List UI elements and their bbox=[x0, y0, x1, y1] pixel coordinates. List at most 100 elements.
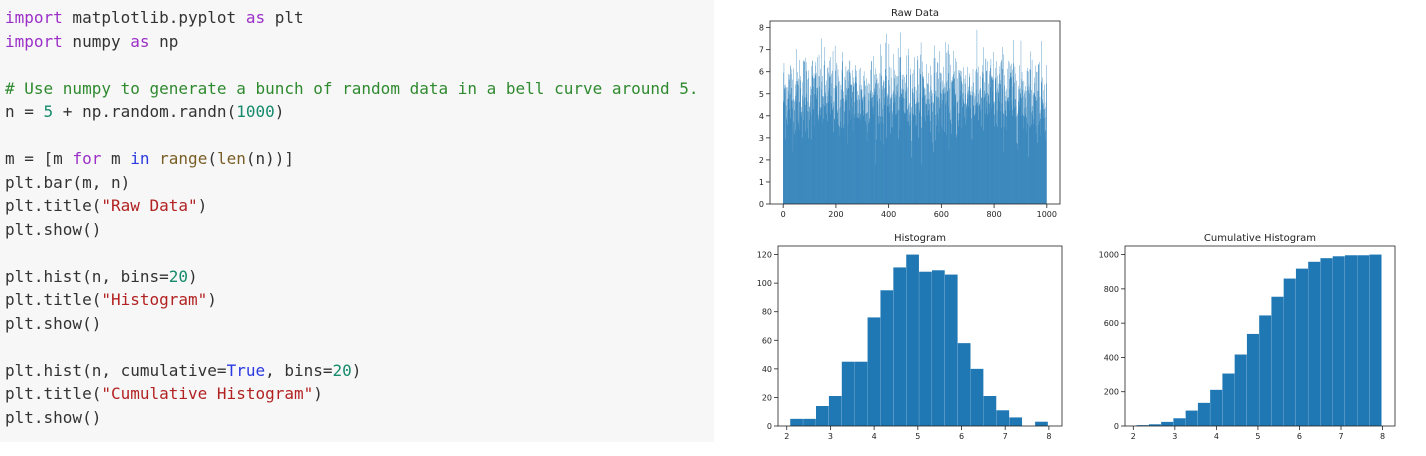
x-tick-label: 400 bbox=[881, 210, 896, 219]
y-tick-label: 40 bbox=[762, 365, 772, 374]
code-line: m = [m for m in range(len(n))] bbox=[5, 147, 294, 171]
histogram-bar bbox=[841, 361, 855, 426]
code-line: n = 5 + np.random.randn(1000) bbox=[5, 100, 284, 124]
code-line: plt.title("Raw Data") bbox=[5, 194, 207, 218]
y-tick-label: 1 bbox=[759, 178, 764, 187]
histogram-bar bbox=[970, 368, 984, 426]
histogram-bar bbox=[790, 418, 803, 426]
code-line: plt.show() bbox=[5, 406, 101, 430]
histogram-bar bbox=[893, 267, 907, 426]
histogram-bar bbox=[906, 254, 919, 426]
y-tick-label: 60 bbox=[762, 336, 772, 345]
code-line: # Use numpy to generate a bunch of rando… bbox=[5, 77, 699, 101]
code-token: 20 bbox=[332, 360, 352, 380]
histogram-bar bbox=[1344, 255, 1357, 426]
code-token: plt.hist(n, bins= bbox=[5, 266, 169, 286]
code-line: plt.hist(n, bins=20) bbox=[5, 265, 198, 289]
histogram-bar bbox=[1283, 278, 1296, 426]
code-token: ) bbox=[313, 384, 323, 403]
y-tick-label: 2 bbox=[759, 156, 764, 165]
code-token: ) bbox=[188, 266, 198, 286]
code-token: numpy bbox=[62, 31, 131, 51]
code-cell[interactable]: import matplotlib.pyplot as plt import nu… bbox=[0, 0, 714, 442]
code-token: for bbox=[72, 149, 102, 168]
histogram-bar bbox=[1259, 315, 1272, 426]
code-token: (n))] bbox=[245, 149, 295, 168]
code-token: "Histogram" bbox=[101, 290, 208, 309]
x-tick-label: 8 bbox=[1380, 432, 1385, 441]
y-tick-label: 1000 bbox=[1099, 251, 1119, 260]
y-tick-label: 4 bbox=[759, 112, 764, 121]
code-line: plt.show() bbox=[5, 312, 101, 336]
code-token: range bbox=[159, 149, 208, 168]
code-line: plt.show() bbox=[5, 218, 101, 242]
x-tick-label: 7 bbox=[1338, 432, 1343, 441]
code-token: in bbox=[130, 149, 150, 168]
y-tick-label: 20 bbox=[762, 393, 772, 402]
x-tick-label: 6 bbox=[959, 432, 964, 441]
code-token: ) bbox=[274, 102, 285, 121]
code-token: 5 bbox=[43, 102, 54, 121]
code-token: plt.hist(n, cumulative= bbox=[5, 360, 227, 380]
y-tick-label: 7 bbox=[759, 46, 764, 55]
histogram-bar bbox=[1173, 418, 1186, 426]
code-line: import numpy as np bbox=[5, 30, 178, 54]
histogram-bar bbox=[944, 274, 958, 426]
histogram-bar bbox=[1357, 255, 1370, 426]
code-token: plt.title( bbox=[5, 290, 102, 309]
y-tick-label: 100 bbox=[757, 279, 772, 288]
histogram-bar bbox=[983, 396, 997, 426]
histogram-bar bbox=[1332, 256, 1345, 426]
y-tick-label: 3 bbox=[759, 134, 764, 143]
histogram-bar bbox=[1136, 425, 1149, 426]
y-tick-label: 0 bbox=[1114, 422, 1119, 431]
plot-frame bbox=[769, 20, 1061, 205]
code-line: import matplotlib.pyplot as plt bbox=[5, 6, 304, 30]
code-token: , bins= bbox=[265, 360, 333, 380]
y-tick-label: 0 bbox=[759, 200, 764, 209]
histogram-bar bbox=[803, 418, 816, 426]
x-tick-label: 200 bbox=[828, 210, 843, 219]
code-token: # Use numpy to generate a bunch of rando… bbox=[5, 78, 699, 98]
x-tick-label: 3 bbox=[1172, 432, 1177, 441]
x-tick-label: 600 bbox=[934, 210, 949, 219]
y-tick-label: 80 bbox=[762, 308, 772, 317]
chart-title: Histogram bbox=[894, 233, 946, 244]
code-token: "Cumulative Histogram" bbox=[101, 384, 314, 403]
code-token: as bbox=[245, 8, 266, 27]
code-token: m = [m bbox=[5, 149, 73, 168]
code-token: import bbox=[5, 8, 63, 27]
x-tick-label: 5 bbox=[915, 432, 920, 441]
code-token: n = bbox=[5, 102, 44, 121]
histogram-bar bbox=[1222, 373, 1235, 426]
code-token: m bbox=[101, 149, 131, 168]
cumulative-histogram-chart: Cumulative Histogram 0 200 400 600 800 1000 2 3 4… bbox=[1099, 233, 1396, 441]
x-tick-label: 2 bbox=[1131, 432, 1136, 441]
code-token: np bbox=[149, 31, 179, 51]
x-tick-label: 4 bbox=[872, 432, 877, 441]
histogram-bar bbox=[1320, 258, 1333, 426]
code-token: ( bbox=[207, 149, 217, 168]
histogram-bar bbox=[1234, 354, 1247, 426]
histogram-bar bbox=[1197, 402, 1210, 426]
code-token: plt.bar(m, n) bbox=[5, 172, 131, 192]
y-tick-label: 200 bbox=[1104, 388, 1119, 397]
x-tick-label: 5 bbox=[1255, 432, 1260, 441]
code-token: ) bbox=[351, 360, 362, 380]
histogram-bar bbox=[957, 343, 971, 426]
raw-data-chart: Raw Data 0 1 2 3 4 5 6 7 8 0 200 400 600 800 1000 bbox=[759, 8, 1061, 219]
code-token: as bbox=[130, 31, 150, 51]
histogram-bar bbox=[1295, 268, 1308, 426]
histogram-bar bbox=[816, 406, 829, 426]
histogram-bar bbox=[996, 410, 1010, 426]
histogram-bar bbox=[880, 290, 894, 426]
code-token: matplotlib.pyplot bbox=[62, 8, 246, 27]
y-tick-label: 0 bbox=[767, 422, 772, 431]
x-tick-label: 4 bbox=[1214, 432, 1219, 441]
code-token: plt.title( bbox=[5, 384, 102, 403]
histogram-bar bbox=[1308, 261, 1321, 426]
x-tick-label: 0 bbox=[781, 210, 786, 219]
code-line: plt.bar(m, n) bbox=[5, 171, 130, 195]
histogram-bar bbox=[1009, 417, 1023, 426]
x-tick-label: 3 bbox=[828, 432, 833, 441]
